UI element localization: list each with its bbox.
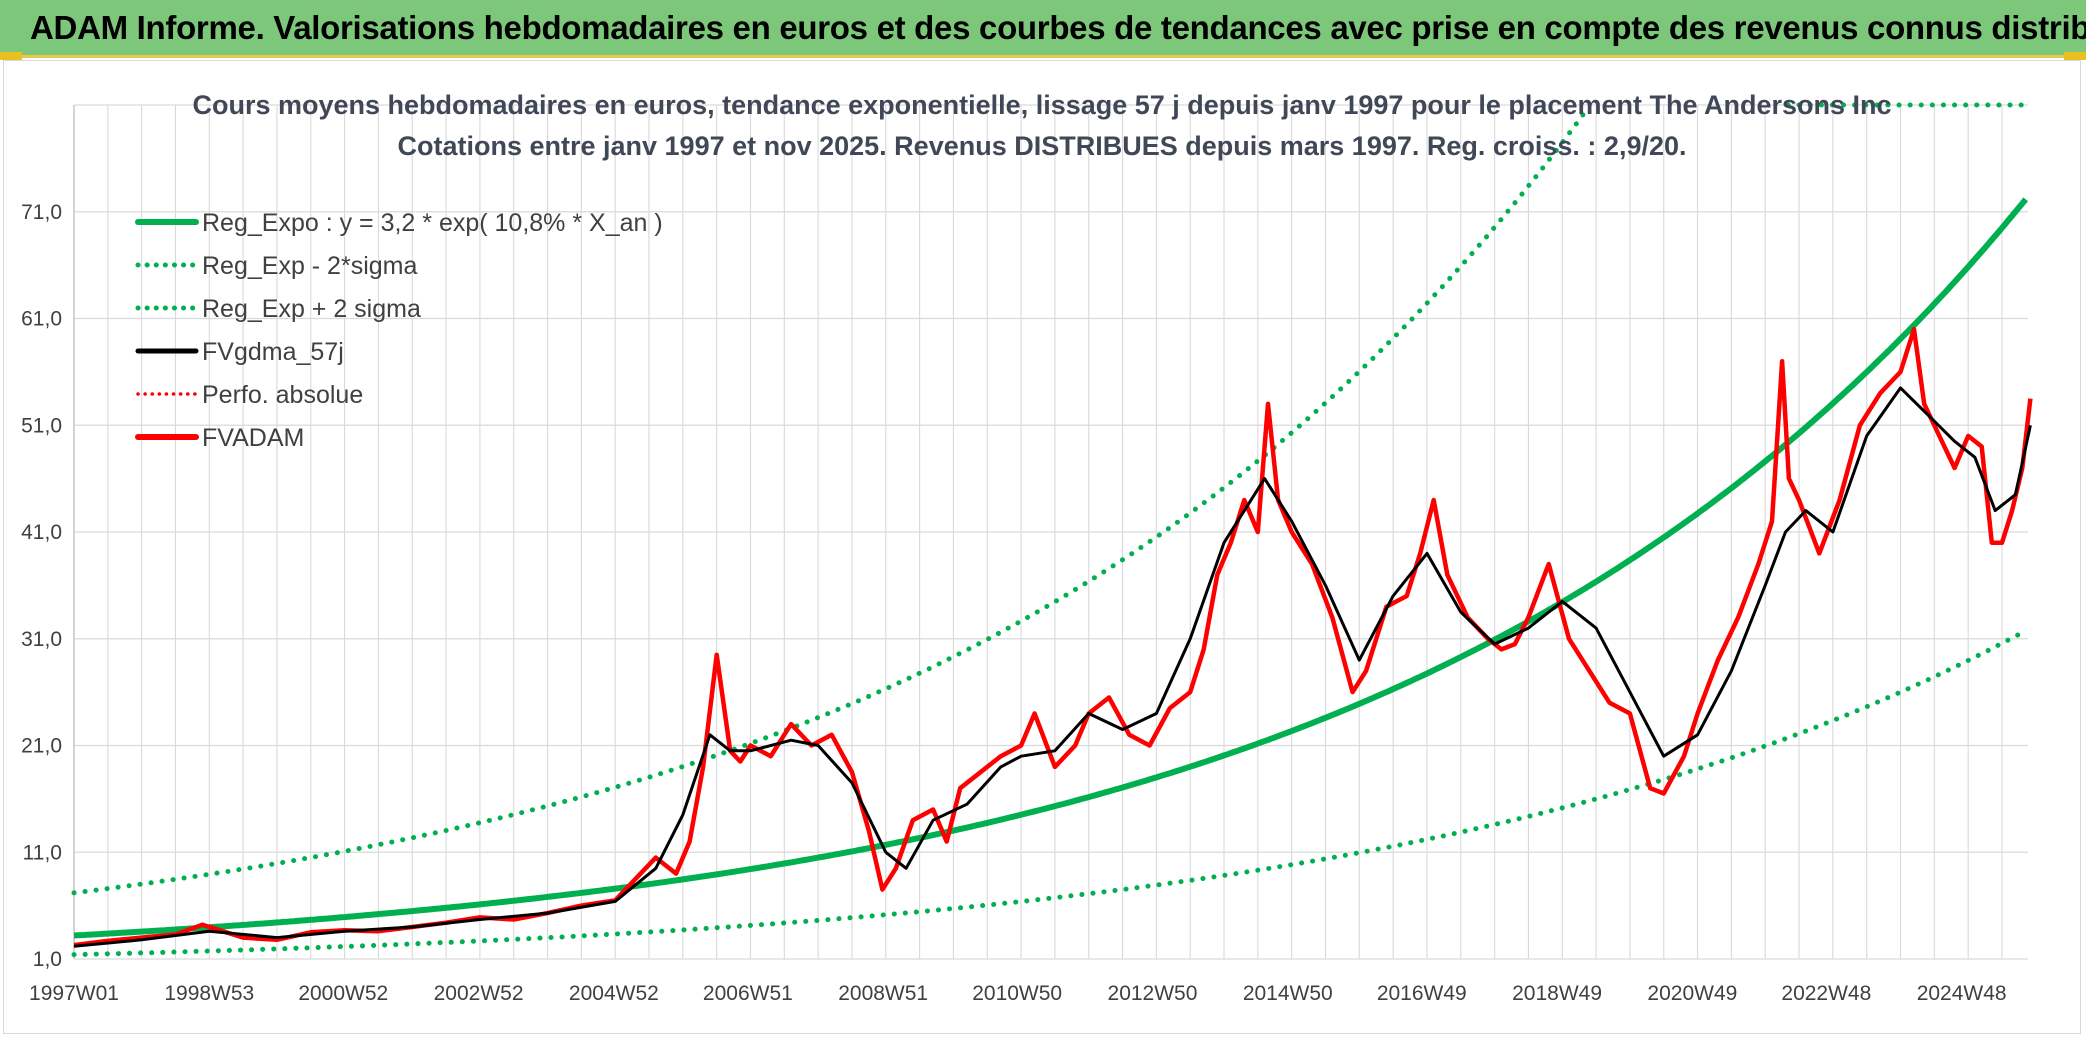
y-tick-label: 51,0 [21, 414, 62, 437]
series-fvadam [73, 326, 2033, 948]
x-tick-label: 2002W52 [434, 982, 524, 1005]
chart-frame [3, 60, 2081, 1034]
header-bar: ADAM Informe. Valorisations hebdomadaire… [0, 0, 2086, 58]
x-tick-label: 2004W52 [569, 982, 659, 1005]
legend-label: Reg_Expo : y = 3,2 * exp( 10,8% * X_an ) [202, 209, 663, 237]
legend-label: Perfo. absolue [202, 381, 363, 409]
grid [73, 104, 2028, 960]
x-axis-ticks: 1997W01 1998W53 2000W52 2002W52 2004W52 2006W… [29, 982, 2007, 1005]
x-tick-label: 2024W48 [1917, 982, 2007, 1005]
x-tick-label: 2006W51 [703, 982, 793, 1005]
x-tick-label: 2016W49 [1377, 982, 1467, 1005]
x-tick-label: 2000W52 [298, 982, 388, 1005]
x-tick-label: 2008W51 [838, 982, 928, 1005]
legend: Reg_Expo : y = 3,2 * exp( 10,8% * X_an )… [135, 209, 663, 452]
x-tick-label: 2010W50 [972, 982, 1062, 1005]
series-layer [71, 102, 2033, 958]
chart-subtitle: Cotations entre janv 1997 et nov 2025. R… [397, 131, 1686, 161]
legend-label: FVgdma_57j [202, 338, 344, 366]
y-tick-label: 11,0 [23, 841, 62, 864]
x-tick-label: 2022W48 [1781, 982, 1871, 1005]
series-fvgdma-57j [73, 386, 2032, 948]
y-tick-label: 31,0 [21, 628, 62, 651]
series-reg-expo [73, 197, 2029, 939]
x-tick-label: 2018W49 [1512, 982, 1602, 1005]
series-reg-upper [71, 103, 1592, 896]
x-tick-label: 2012W50 [1108, 982, 1198, 1005]
x-tick-label: 1997W01 [29, 982, 119, 1005]
y-tick-label: 21,0 [21, 735, 62, 758]
legend-label: Reg_Exp - 2*sigma [202, 252, 417, 280]
legend-label: FVADAM [202, 424, 304, 452]
x-tick-label: 1998W53 [164, 982, 254, 1005]
legend-label: Reg_Exp + 2 sigma [202, 295, 421, 323]
chart-title: Cours moyens hebdomadaires en euros, ten… [192, 90, 1891, 120]
page-title: ADAM Informe. Valorisations hebdomadaire… [30, 9, 2086, 46]
y-axis-ticks: 1,0 11,0 21,0 31,0 41,0 51,0 61,0 71,0 [21, 201, 62, 971]
x-tick-label: 2020W49 [1647, 982, 1737, 1005]
y-tick-label: 41,0 [21, 521, 62, 544]
y-tick-label: 61,0 [21, 308, 62, 331]
corner-decoration-left [0, 52, 22, 60]
y-tick-label: 1,0 [33, 948, 62, 971]
corner-decoration-right [2064, 52, 2086, 60]
x-tick-label: 2014W50 [1243, 982, 1333, 1005]
y-tick-label: 71,0 [21, 201, 62, 224]
series-reg-lower [71, 628, 2029, 958]
